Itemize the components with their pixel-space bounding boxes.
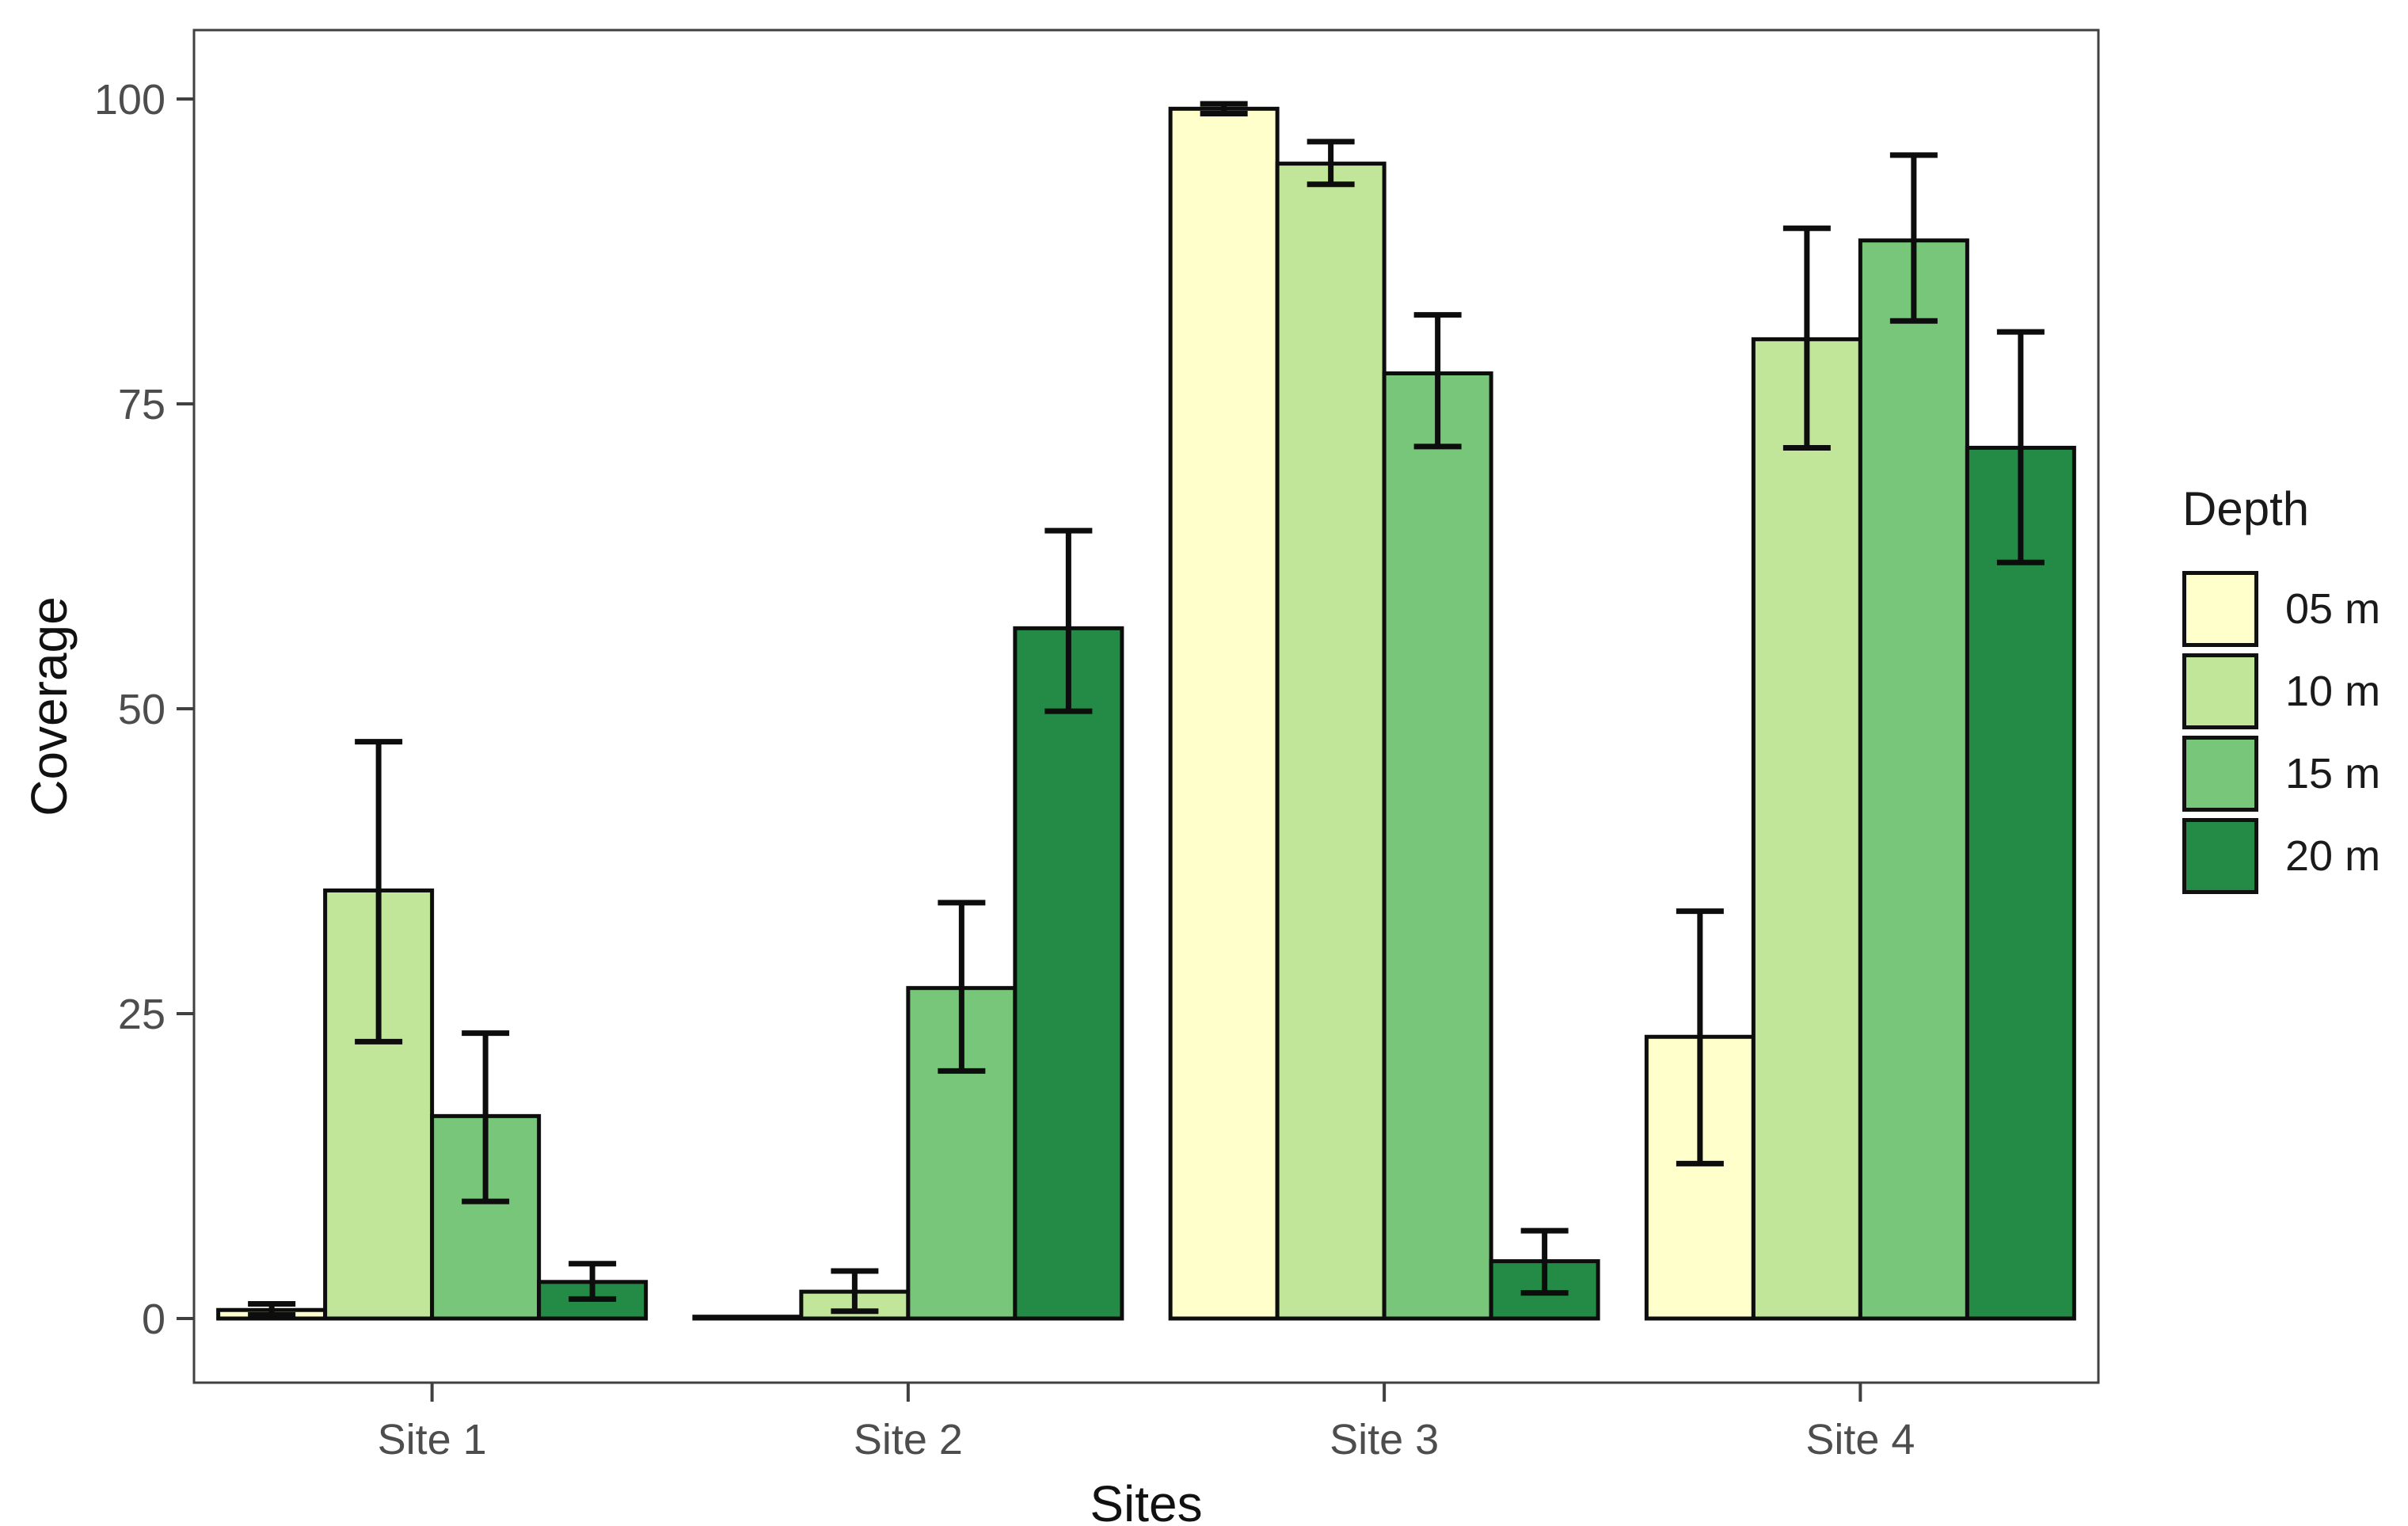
y-tick-label-75: 75 bbox=[118, 381, 165, 428]
bar-site2-05m bbox=[692, 1315, 804, 1321]
legend-swatch-10m bbox=[2182, 653, 2258, 729]
legend-label-20m: 20 m bbox=[2285, 832, 2381, 880]
bar-site3-10m bbox=[1275, 162, 1387, 1321]
bar-site2-20m bbox=[1013, 626, 1124, 1321]
y-tick-label-100: 100 bbox=[94, 76, 165, 124]
y-tick-label-50: 50 bbox=[118, 686, 165, 733]
bar-site4-20m bbox=[1965, 445, 2076, 1321]
legend-label-15m: 15 m bbox=[2285, 750, 2381, 797]
bar-site4-15m bbox=[1858, 238, 1969, 1321]
bar-site4-10m bbox=[1751, 337, 1862, 1321]
x-tick-label-1: Site 1 bbox=[378, 1416, 487, 1463]
bar-site3-05m bbox=[1168, 106, 1280, 1321]
legend-item-05m: 05 m bbox=[2182, 571, 2380, 647]
legend-item-20m: 20 m bbox=[2182, 818, 2380, 894]
x-tick-label-2: Site 2 bbox=[854, 1416, 963, 1463]
x-tick-label-4: Site 4 bbox=[1805, 1416, 1915, 1463]
y-axis-title: Coverage bbox=[21, 596, 78, 816]
legend-swatch-05m bbox=[2182, 571, 2258, 647]
legend-title: Depth bbox=[2182, 482, 2310, 535]
legend-swatch-15m bbox=[2182, 736, 2258, 812]
legend-label-10m: 10 m bbox=[2285, 668, 2381, 715]
x-tick-label-3: Site 3 bbox=[1330, 1416, 1439, 1463]
legend: Depth 05 m 10 m 15 m 20 m bbox=[2182, 481, 2380, 900]
legend-label-05m: 05 m bbox=[2285, 585, 2381, 633]
panel-border bbox=[192, 29, 2100, 1384]
bar-site3-15m bbox=[1382, 371, 1493, 1321]
legend-item-15m: 15 m bbox=[2182, 736, 2380, 812]
legend-item-10m: 10 m bbox=[2182, 653, 2380, 729]
y-tick-label-25: 25 bbox=[118, 991, 165, 1038]
y-tick-label-0: 0 bbox=[142, 1296, 165, 1343]
x-axis-title: Sites bbox=[1090, 1475, 1203, 1526]
legend-swatch-20m bbox=[2182, 818, 2258, 894]
